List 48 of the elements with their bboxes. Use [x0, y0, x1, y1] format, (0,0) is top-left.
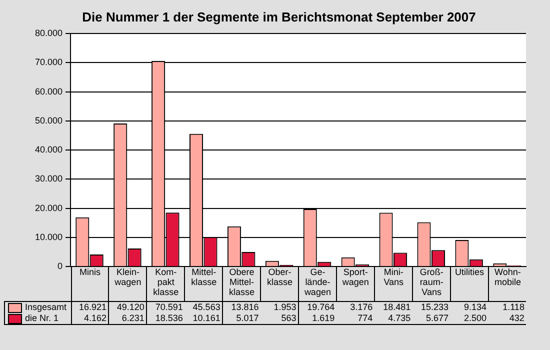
- x-tick-label: Sport- wagen: [336, 266, 375, 302]
- legend-label: die Nr. 1: [25, 313, 59, 324]
- x-tick-label: Groß- raum- Vans: [412, 266, 451, 302]
- data-label: 13.816: [222, 301, 261, 313]
- data-label: 9.134: [450, 301, 488, 313]
- data-label: 1.118: [488, 301, 526, 313]
- data-label: 563: [260, 312, 299, 324]
- data-label: 432: [488, 312, 526, 324]
- data-label: 45.563: [184, 301, 223, 313]
- data-label: 774: [336, 312, 375, 324]
- data-label: 18.481: [374, 301, 413, 313]
- data-label: 49.120: [108, 301, 147, 313]
- chart-title: Die Nummer 1 der Segmente im Berichtsmonat September 2007: [82, 9, 476, 24]
- x-tick-label: Wohn- mobile: [488, 266, 526, 302]
- x-tick-label: Obere Mittel- klasse: [222, 266, 261, 302]
- y-tick-label: 60.000: [34, 86, 63, 96]
- data-label: 10.161: [184, 312, 223, 324]
- y-tick-label: 50.000: [34, 115, 63, 126]
- data-label: 1.953: [260, 301, 299, 313]
- x-tick-label: Utilities: [450, 266, 488, 302]
- x-tick-label: Ober- klasse: [260, 266, 299, 302]
- y-tick-label: 80.000: [34, 28, 63, 38]
- y-tick-label: 20.000: [34, 202, 63, 213]
- y-tick-label: 10.000: [34, 232, 63, 242]
- data-label: 5.017: [222, 312, 261, 324]
- data-label: 70.591: [146, 301, 185, 313]
- x-tick-label: Mittel- klasse: [184, 266, 223, 302]
- y-tick-label: 0: [58, 261, 63, 272]
- x-tick-label: Klein- wagen: [108, 266, 147, 302]
- data-label: 1.619: [298, 312, 337, 324]
- y-tick-label: 30.000: [34, 174, 63, 184]
- legend-label: Insgesamt: [25, 302, 67, 312]
- x-tick-label: Minis: [71, 266, 109, 302]
- x-tick-label: Mini- Vans: [374, 266, 413, 302]
- data-label: 4.735: [374, 312, 413, 324]
- x-tick-label: Ge- lände- wagen: [298, 266, 337, 302]
- data-label: 6.231: [108, 312, 147, 324]
- data-label: 15.233: [412, 301, 451, 313]
- data-label: 2.500: [450, 312, 488, 324]
- y-tick-label: 70.000: [34, 57, 63, 68]
- y-tick-label: 40.000: [34, 144, 63, 155]
- data-label: 16.921: [71, 301, 109, 313]
- x-tick-label: Kom- pakt klasse: [146, 266, 185, 302]
- data-label: 4.162: [71, 312, 109, 324]
- data-label: 3.176: [336, 301, 375, 313]
- data-label: 19.764: [298, 301, 337, 313]
- data-label: 5.677: [412, 312, 451, 324]
- data-label: 18.536: [146, 312, 185, 324]
